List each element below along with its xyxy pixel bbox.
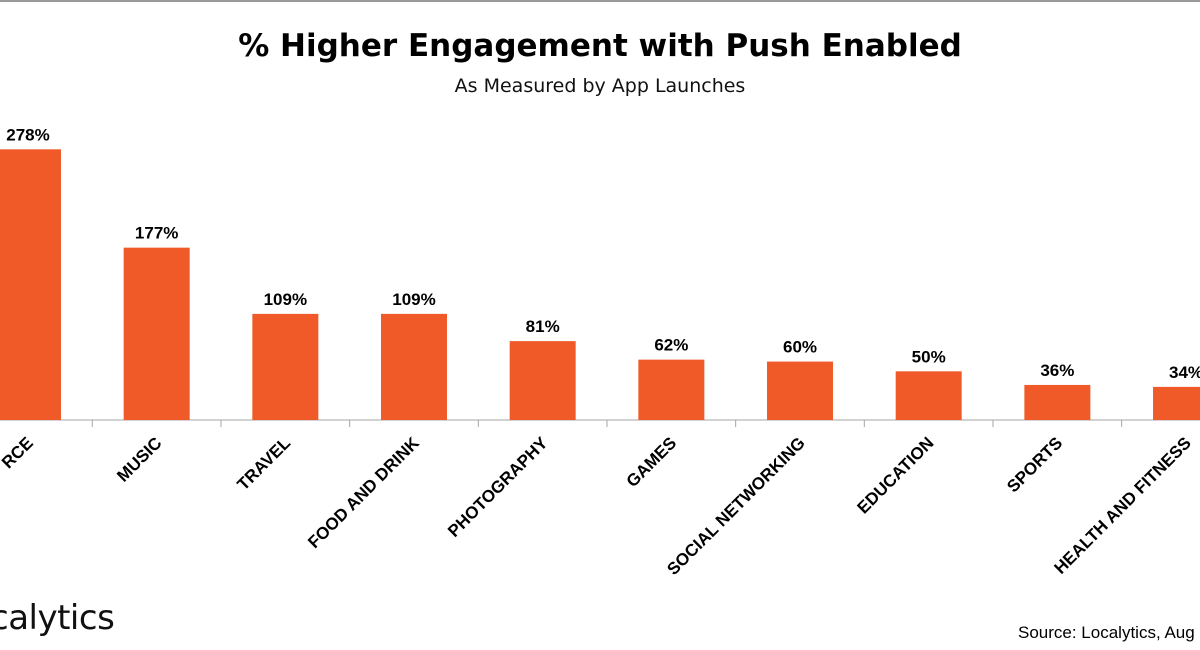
- bar: [0, 149, 61, 420]
- data-label: 278%: [6, 125, 49, 144]
- bar: [381, 313, 448, 420]
- data-label: 60%: [783, 338, 817, 357]
- category-label: FOOD AND DRINK: [304, 433, 423, 552]
- chart-title: % Higher Engagement with Push Enabled: [238, 28, 962, 64]
- chart-subtitle: As Measured by App Launches: [454, 75, 746, 97]
- data-label: 34%: [1169, 363, 1200, 382]
- bar: [509, 341, 576, 420]
- category-label: TRAVEL: [234, 433, 295, 494]
- bar: [123, 247, 190, 420]
- data-label: 62%: [654, 336, 688, 355]
- category-label: EDUCATION: [854, 433, 938, 517]
- data-label: 81%: [526, 317, 560, 336]
- data-label: 36%: [1040, 361, 1074, 380]
- data-label: 109%: [392, 290, 435, 309]
- category-label: PHOTOGRAPHY: [444, 433, 552, 541]
- category-label: RCE: [0, 433, 37, 472]
- category-label: SPORTS: [1003, 433, 1066, 496]
- category-label: SOCIAL NETWORKING: [663, 433, 808, 578]
- data-label: 177%: [135, 224, 178, 243]
- top-border-rule: [0, 0, 1200, 2]
- category-label: MUSIC: [113, 433, 165, 485]
- bar: [638, 359, 705, 420]
- category-label: HEALTH AND FITNESS: [1051, 433, 1195, 577]
- bar: [1153, 386, 1200, 420]
- data-label: 50%: [912, 347, 946, 366]
- source-note: Source: Localytics, Aug: [1018, 623, 1195, 642]
- bar: [895, 371, 962, 420]
- bar: [1024, 384, 1091, 420]
- bar: [767, 361, 834, 420]
- bars-layer: 278% RCE 177% MUSIC 109% TRAVEL 109% FOOD AND D…: [0, 125, 1200, 579]
- brand-logo: calytics: [0, 598, 115, 638]
- data-label: 109%: [264, 290, 307, 309]
- bar: [252, 313, 319, 420]
- category-label: GAMES: [623, 433, 681, 491]
